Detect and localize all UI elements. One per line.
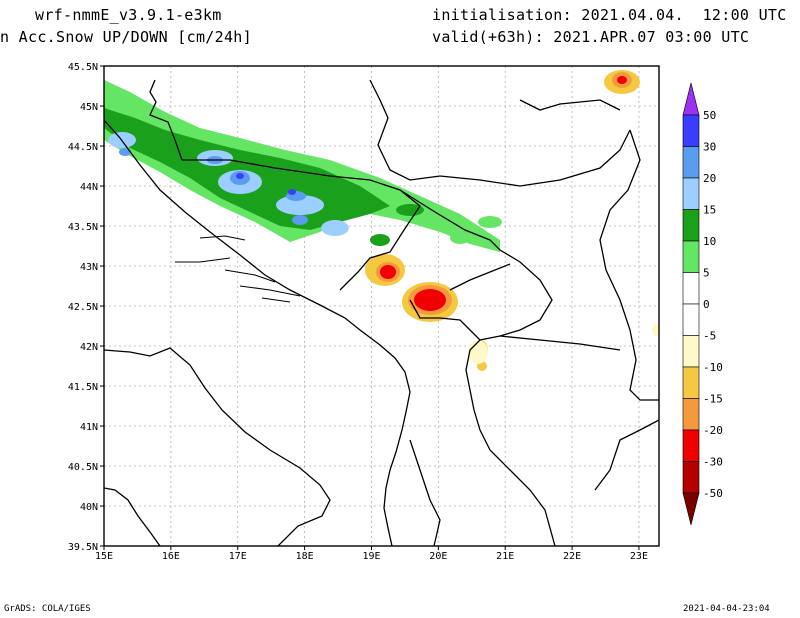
- colorbar-label: -50: [703, 487, 723, 500]
- model-title: wrf-nmmE_v3.9.1-e3km: [35, 6, 222, 24]
- y-tick-label: 41.5N: [68, 382, 98, 393]
- y-tick-label: 39.5N: [68, 542, 98, 553]
- colorbar-segment: [682, 209, 700, 242]
- y-tick-label: 40.5N: [68, 462, 98, 473]
- colorbar-label: -30: [703, 456, 723, 469]
- y-axis-ticks: 45.5N 45N 44.5N 44N 43.5N 43N 42.5N 42N 41.5N 41N…: [68, 62, 104, 553]
- field-title: n Acc.Snow UP/DOWN [cm/24h]: [0, 28, 252, 46]
- colorbar-segment: [682, 429, 700, 462]
- colorbar-segment: [682, 240, 700, 273]
- y-tick-label: 43N: [80, 262, 98, 273]
- colorbar-segment: [682, 272, 700, 305]
- x-tick-label: 17E: [229, 551, 247, 562]
- colorbar-label: 5: [703, 267, 710, 280]
- initialisation-text: initialisation: 2021.04.04. 12:00 UTC: [432, 6, 787, 24]
- snow-field: [104, 70, 659, 371]
- x-tick-label: 19E: [362, 551, 380, 562]
- colorbar-segment: [682, 461, 700, 494]
- colorbar-label: -10: [703, 361, 723, 374]
- colorbar-label: 50: [703, 109, 716, 122]
- x-tick-label: 23E: [630, 551, 648, 562]
- x-tick-label: 22E: [563, 551, 581, 562]
- x-tick-label: 21E: [496, 551, 514, 562]
- colorbar-bottom-arrow: [682, 492, 700, 526]
- colorbar-label: 30: [703, 141, 716, 154]
- y-tick-label: 45.5N: [68, 62, 98, 73]
- credit-text: GrADS: COLA/IGES: [4, 604, 91, 614]
- y-tick-label: 44.5N: [68, 142, 98, 153]
- x-axis-ticks: 15E 16E 17E 18E 19E 20E 21E 22E 23E: [95, 546, 648, 562]
- x-tick-label: 20E: [429, 551, 447, 562]
- coastlines-borders: [104, 79, 659, 546]
- y-tick-label: 42N: [80, 342, 98, 353]
- timestamp-text: 2021-04-04-23:04: [683, 604, 770, 614]
- colorbar-top-arrow: [682, 82, 700, 116]
- islands: [175, 235, 301, 303]
- y-tick-label: 41N: [80, 422, 98, 433]
- colorbar-segment: [682, 366, 700, 399]
- colorbar-segment: [682, 146, 700, 179]
- colorbar-segment: [682, 177, 700, 210]
- colorbar-segment: [682, 398, 700, 431]
- colorbar-label: 10: [703, 235, 716, 248]
- colorbar-label: -5: [703, 330, 716, 343]
- y-tick-label: 43.5N: [68, 222, 98, 233]
- colorbar-segment: [682, 335, 700, 368]
- colorbar-label: -20: [703, 424, 723, 437]
- y-tick-label: 45N: [80, 102, 98, 113]
- valid-time-text: valid(+63h): 2021.APR.07 03:00 UTC: [432, 28, 750, 46]
- y-tick-label: 42.5N: [68, 302, 98, 313]
- colorbar-segment: [682, 303, 700, 336]
- colorbar-label: 20: [703, 172, 716, 185]
- colorbar-label: 15: [703, 204, 716, 217]
- colorbar-label: 0: [703, 298, 710, 311]
- x-tick-label: 16E: [162, 551, 180, 562]
- y-tick-label: 40N: [80, 502, 98, 513]
- x-tick-label: 18E: [296, 551, 314, 562]
- colorbar-label: -15: [703, 393, 723, 406]
- x-tick-label: 15E: [95, 551, 113, 562]
- y-tick-label: 44N: [80, 182, 98, 193]
- colorbar-segment: [682, 114, 700, 147]
